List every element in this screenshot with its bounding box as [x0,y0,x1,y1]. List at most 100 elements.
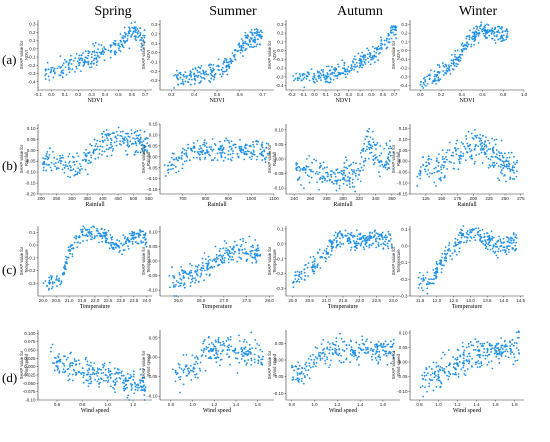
data-point [182,275,185,277]
x-tick-label: 0.3 [89,92,96,97]
data-point [419,282,422,285]
data-point [309,256,312,259]
data-point [470,344,473,347]
data-point [353,355,355,358]
data-point [95,51,98,54]
data-point [66,165,69,168]
data-point [421,289,424,292]
data-point [143,29,146,32]
data-point [373,47,376,50]
data-point [117,245,120,248]
data-point [239,149,241,152]
data-point [208,350,210,353]
data-point [104,133,107,136]
data-point [197,150,200,153]
data-point [357,167,360,170]
data-point [515,241,518,244]
data-point [512,247,515,250]
data-point [182,383,185,386]
data-point [210,77,213,80]
data-point [469,150,472,153]
data-point [105,231,108,234]
data-point [416,185,419,187]
data-point [421,85,424,88]
data-point [239,238,242,241]
data-point [220,156,223,159]
scatter-panel: 125 150 175 200 225 250 275-0.15-0.10-0.050.00… [391,124,525,208]
data-point [220,256,223,258]
data-point [348,172,351,174]
data-point [44,157,47,160]
data-point [249,156,251,159]
data-point [130,389,133,391]
data-point [445,156,447,158]
data-point [311,268,314,271]
scatter-panel: 240 260 280 300 320 340 360-0.10-0.050.000.050… [267,124,400,208]
data-point [323,355,326,358]
data-point [216,353,219,356]
data-point [395,29,398,32]
data-point [360,242,363,244]
data-point [217,336,220,339]
data-point [134,31,137,33]
data-point [254,239,257,241]
data-point [370,341,372,344]
data-point [365,135,368,138]
data-point [214,73,217,75]
data-point [217,338,220,341]
data-point [184,80,187,83]
data-point [463,236,466,238]
data-point [133,392,136,395]
y-tick-label: 0.100 [24,331,36,336]
data-point [388,350,391,353]
data-point [295,72,298,75]
data-point [143,152,145,155]
data-point [368,51,371,54]
data-point [490,360,493,363]
data-point [443,250,446,252]
data-point [197,280,200,283]
data-point [124,41,127,43]
data-point [236,357,239,360]
data-point [446,168,449,170]
data-point [244,252,247,255]
data-point [349,240,352,243]
data-point [175,75,178,78]
data-point [458,160,461,163]
data-point [368,55,371,58]
x-tick-label: 1.4 [357,402,364,407]
data-point [85,155,87,157]
data-point [498,350,501,353]
data-point [190,74,193,77]
data-point [422,395,425,398]
data-point [493,347,495,350]
data-point [387,352,390,355]
data-point [261,358,264,361]
data-point [130,129,133,132]
data-point [245,43,248,45]
data-point [487,157,490,160]
data-point [308,155,311,157]
data-point [199,268,202,271]
data-point [239,45,241,47]
data-point [367,57,369,60]
data-point [472,344,475,347]
y-tick-label: -0.05 [273,171,284,176]
x-tick-label: 0.7 [391,92,398,97]
data-point [234,357,237,360]
y-axis-label-line: Rainfall [396,152,401,166]
data-point [390,37,393,40]
data-point [226,73,229,76]
data-point [461,42,464,45]
y-axis-label: SHAP value forTemperature [19,246,29,275]
data-point [178,285,180,288]
data-point [466,230,469,232]
data-point [385,161,387,163]
data-point [447,370,450,373]
data-point [57,360,60,362]
data-point [79,168,81,171]
data-point [512,239,515,242]
data-point [240,346,243,349]
data-point [473,36,476,39]
data-point [511,165,514,167]
